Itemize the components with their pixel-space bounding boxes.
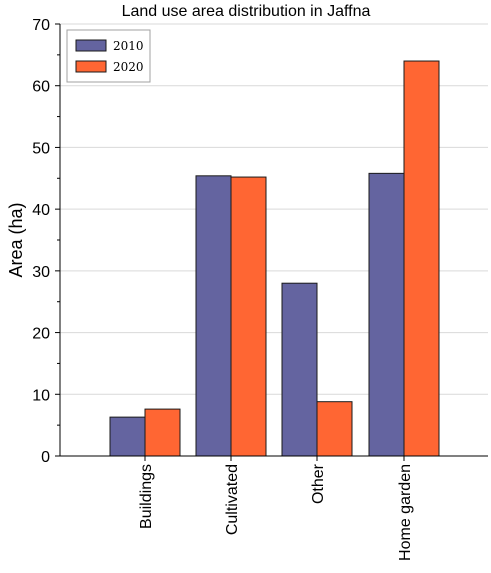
bar-home-garden-2010 [368, 172, 405, 457]
axes [55, 23, 488, 461]
y-tick-label: 20 [32, 326, 50, 343]
legend-label-2020: 2020 [113, 60, 144, 74]
y-tick-label: 70 [32, 17, 50, 34]
x-tick-label: Home garden [397, 464, 414, 561]
x-tick-label: Buildings [138, 464, 155, 529]
y-tick-label: 40 [32, 202, 50, 219]
bar-cultivated-2020 [230, 176, 267, 457]
chart-title: Land use area distribution in Jaffna [122, 3, 371, 20]
x-tick-label: Other [310, 463, 327, 504]
y-tick-label: 50 [32, 140, 50, 157]
legend-box [66, 29, 151, 83]
bar-buildings-2010 [109, 416, 146, 457]
legend-swatch-2010 [75, 39, 107, 52]
legend-swatch-2020 [75, 60, 107, 73]
bar-cultivated-2010 [195, 175, 232, 457]
y-tick-labels: 0 10 20 30 40 50 60 70 [32, 17, 50, 466]
bar-other-2010 [281, 282, 318, 457]
x-tick-label: Cultivated [224, 464, 241, 535]
legend: 2010 2020 [66, 29, 151, 83]
x-tick-labels: Buildings Cultivated Other Home garden [138, 463, 414, 561]
y-tick-label: 60 [32, 79, 50, 96]
bars [109, 60, 440, 457]
bar-home-garden-2020 [403, 60, 440, 457]
legend-label-2010: 2010 [113, 39, 144, 53]
y-tick-label: 10 [32, 387, 50, 404]
bar-buildings-2020 [144, 408, 181, 457]
y-tick-label: 0 [41, 449, 50, 466]
y-axis-label: Area (ha) [6, 202, 26, 277]
grid-lines [60, 23, 488, 395]
bar-other-2020 [316, 401, 353, 457]
y-tick-label: 30 [32, 264, 50, 281]
